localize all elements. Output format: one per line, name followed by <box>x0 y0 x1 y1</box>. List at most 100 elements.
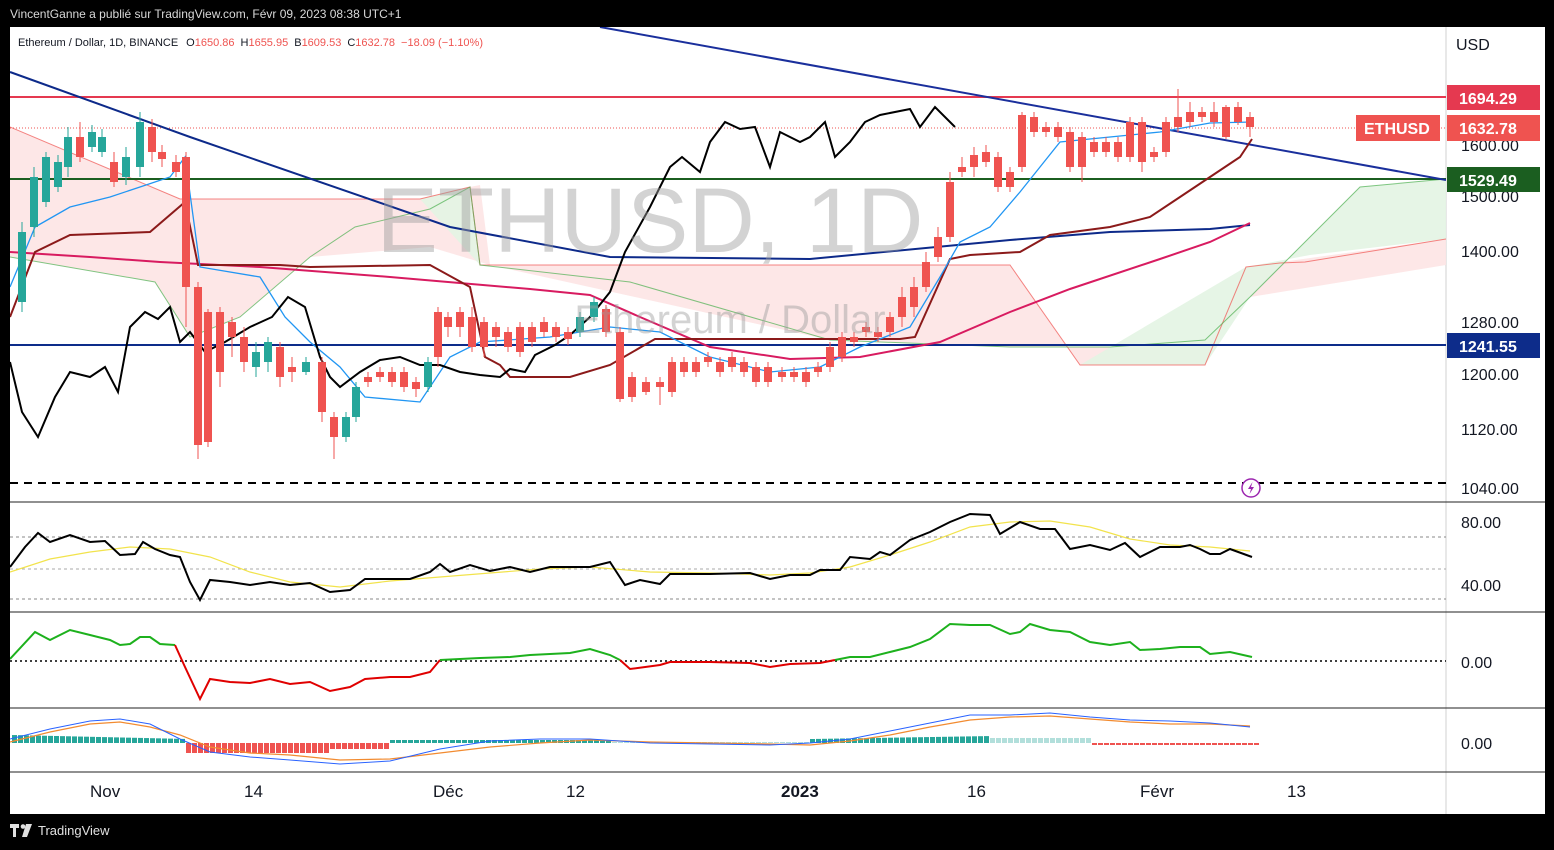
candle-body[interactable] <box>1030 117 1038 132</box>
candle-body[interactable] <box>172 162 180 172</box>
candle-body[interactable] <box>778 372 786 377</box>
candle-body[interactable] <box>704 357 712 362</box>
candle-body[interactable] <box>456 312 464 327</box>
candle-body[interactable] <box>364 377 372 382</box>
candle-body[interactable] <box>228 322 236 337</box>
candle-body[interactable] <box>318 362 326 412</box>
oscillator-panel[interactable] <box>10 622 1446 702</box>
candle-body[interactable] <box>656 382 664 387</box>
candle-body[interactable] <box>752 367 760 382</box>
candle-body[interactable] <box>352 387 360 417</box>
candle-body[interactable] <box>388 372 396 382</box>
candle-body[interactable] <box>874 332 882 337</box>
main-price-panel[interactable]: ETHUSD, 1D Ethereum / Dollar <box>10 27 1446 498</box>
candle-body[interactable] <box>898 297 906 317</box>
candle-body[interactable] <box>54 162 62 187</box>
candle-body[interactable] <box>110 162 118 182</box>
candle-body[interactable] <box>194 287 202 445</box>
candle-body[interactable] <box>516 327 524 352</box>
candle-body[interactable] <box>602 309 610 332</box>
candle-body[interactable] <box>42 157 50 202</box>
candle-body[interactable] <box>1198 112 1206 117</box>
candle-body[interactable] <box>886 317 894 332</box>
candle-body[interactable] <box>934 237 942 257</box>
candle-body[interactable] <box>148 127 156 152</box>
candle-body[interactable] <box>922 262 930 287</box>
candle-body[interactable] <box>1210 112 1218 122</box>
candle-body[interactable] <box>1066 132 1074 167</box>
candle-body[interactable] <box>802 372 810 382</box>
candle-body[interactable] <box>330 417 338 437</box>
candle-body[interactable] <box>982 152 990 162</box>
candle-body[interactable] <box>1246 117 1254 127</box>
candle-body[interactable] <box>412 382 420 389</box>
candle-body[interactable] <box>814 367 822 372</box>
candle-body[interactable] <box>64 137 72 167</box>
candle-body[interactable] <box>302 362 310 372</box>
candle-body[interactable] <box>850 337 858 342</box>
candle-body[interactable] <box>204 312 212 442</box>
candle-body[interactable] <box>480 322 488 347</box>
candle-body[interactable] <box>76 137 84 157</box>
candle-body[interactable] <box>1054 127 1062 137</box>
candle-body[interactable] <box>88 132 96 147</box>
symbol-legend[interactable]: Ethereum / Dollar, 1D, BINANCE O1650.86 H1… <box>18 37 483 49</box>
candle-body[interactable] <box>492 327 500 337</box>
candle-body[interactable] <box>1150 152 1158 157</box>
candle-body[interactable] <box>826 347 834 367</box>
candle-body[interactable] <box>1174 117 1182 127</box>
candle-body[interactable] <box>958 167 966 172</box>
candle-body[interactable] <box>552 327 560 337</box>
candle-body[interactable] <box>216 312 224 372</box>
candle-body[interactable] <box>182 157 190 287</box>
candle-body[interactable] <box>468 317 476 347</box>
chart-area[interactable]: ETHUSD, 1D Ethereum / Dollar Ethereum / … <box>10 27 1545 814</box>
price-axis[interactable]: USD 1600.00 1500.00 1400.00 1280.00 1200… <box>1356 37 1540 498</box>
candle-body[interactable] <box>424 362 432 387</box>
candle-body[interactable] <box>30 177 38 227</box>
candle-body[interactable] <box>540 322 548 332</box>
candle-body[interactable] <box>970 155 978 167</box>
candle-body[interactable] <box>434 312 442 357</box>
candle-body[interactable] <box>1078 137 1086 167</box>
candle-body[interactable] <box>1138 122 1146 162</box>
candle-body[interactable] <box>122 157 130 177</box>
candle-body[interactable] <box>288 367 296 372</box>
chart-svg[interactable]: ETHUSD, 1D Ethereum / Dollar Ethereum / … <box>10 27 1545 814</box>
candle-body[interactable] <box>616 332 624 399</box>
candle-body[interactable] <box>590 302 598 317</box>
macd-panel[interactable] <box>10 712 1259 765</box>
candle-body[interactable] <box>576 317 584 332</box>
candle-body[interactable] <box>504 332 512 347</box>
candlesticks[interactable] <box>18 89 1254 459</box>
candle-body[interactable] <box>1018 115 1026 167</box>
candle-body[interactable] <box>444 317 452 327</box>
candle-body[interactable] <box>668 362 676 392</box>
candle-body[interactable] <box>740 362 748 372</box>
candle-body[interactable] <box>716 362 724 372</box>
candle-body[interactable] <box>628 377 636 397</box>
candle-body[interactable] <box>946 182 954 237</box>
rsi-panel[interactable] <box>10 512 1446 603</box>
time-axis[interactable]: Nov 14 Déc 12 2023 16 Févr 13 <box>90 782 1306 801</box>
candle-body[interactable] <box>376 372 384 377</box>
candle-body[interactable] <box>1126 122 1134 157</box>
candle-body[interactable] <box>1162 122 1170 152</box>
candle-body[interactable] <box>240 337 248 362</box>
candle-body[interactable] <box>264 342 272 362</box>
candle-body[interactable] <box>158 152 166 159</box>
candle-body[interactable] <box>692 362 700 372</box>
candle-body[interactable] <box>1090 142 1098 152</box>
candle-body[interactable] <box>400 372 408 387</box>
candle-body[interactable] <box>528 327 536 342</box>
candle-body[interactable] <box>1114 142 1122 157</box>
candle-body[interactable] <box>790 372 798 377</box>
candle-body[interactable] <box>252 352 260 367</box>
candle-body[interactable] <box>342 417 350 437</box>
candle-body[interactable] <box>680 362 688 372</box>
footer-brand[interactable]: TradingView <box>10 823 110 838</box>
candle-body[interactable] <box>564 332 572 339</box>
candle-body[interactable] <box>862 327 870 332</box>
candle-body[interactable] <box>994 157 1002 187</box>
candle-body[interactable] <box>728 357 736 367</box>
